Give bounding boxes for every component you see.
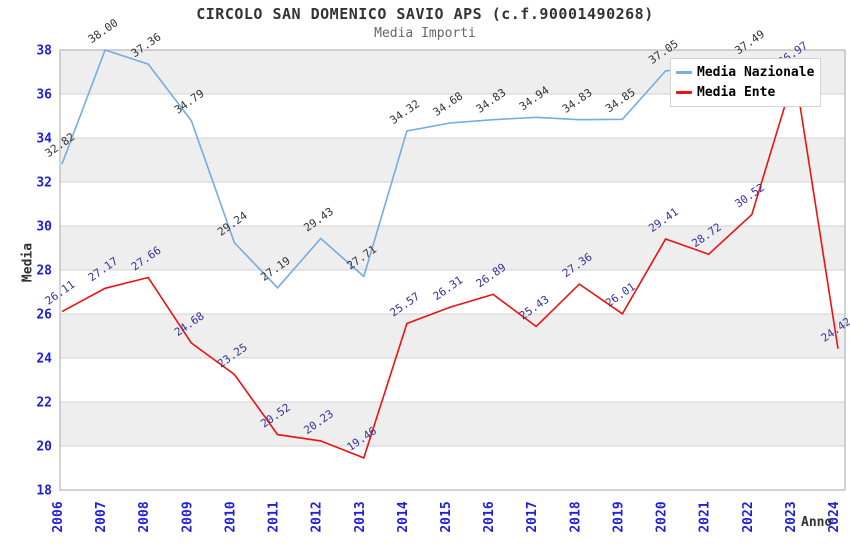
y-tick-label: 30 xyxy=(36,220,52,235)
y-tick-label: 34 xyxy=(36,132,52,147)
x-tick-label: 2011 xyxy=(267,501,282,532)
point-label: 26.31 xyxy=(431,273,466,303)
x-tick-label: 2009 xyxy=(180,501,195,532)
y-tick-label: 22 xyxy=(36,396,52,411)
x-tick-label: 2016 xyxy=(482,501,497,532)
x-tick-label: 2019 xyxy=(611,501,626,532)
x-axis-title: Anno xyxy=(801,515,833,530)
y-tick-label: 32 xyxy=(36,176,52,191)
plot-band xyxy=(60,402,845,446)
legend-label-ente: Media Ente xyxy=(697,85,776,100)
plot-frame xyxy=(59,49,846,491)
point-label: 34.32 xyxy=(388,97,423,127)
x-tick-label: 2014 xyxy=(396,501,411,532)
x-tick-label: 2024 xyxy=(827,501,842,532)
x-tick-label: 2018 xyxy=(568,501,583,532)
y-tick-label: 20 xyxy=(36,440,52,455)
legend-label-nazionale: Media Nazionale xyxy=(697,65,815,80)
legend: Media Nazionale Media Ente xyxy=(670,58,822,107)
y-tick-label: 24 xyxy=(36,352,52,367)
x-tick-label: 2017 xyxy=(525,501,540,532)
legend-line-swatch-ente xyxy=(676,91,692,94)
plot-band xyxy=(60,314,845,358)
x-tick-label: 2008 xyxy=(137,501,152,532)
y-tick-label: 36 xyxy=(36,88,52,103)
legend-item-media-nazionale: Media Nazionale xyxy=(676,65,814,80)
legend-line-swatch-nazionale xyxy=(676,71,692,74)
y-tick-label: 28 xyxy=(36,264,52,279)
y-tick-label: 26 xyxy=(36,308,52,323)
y-tick-label: 18 xyxy=(36,484,52,499)
x-tick-label: 2013 xyxy=(353,501,368,532)
x-tick-label: 2010 xyxy=(223,501,238,532)
chart-title: CIRCOLO SAN DOMENICO SAVIO APS (c.f.9000… xyxy=(196,5,654,23)
y-axis-title: Media xyxy=(20,242,36,283)
x-tick-label: 2022 xyxy=(741,501,756,532)
legend-item-media-ente: Media Ente xyxy=(676,85,814,100)
chart-subtitle: Media Importi xyxy=(374,26,476,41)
x-tick-label: 2021 xyxy=(698,501,713,532)
series-line-media-nazionale xyxy=(61,49,752,289)
x-tick-label: 2020 xyxy=(655,501,670,532)
point-label: 38.00 xyxy=(86,16,121,46)
x-tick-label: 2006 xyxy=(51,501,66,532)
point-label: 30.52 xyxy=(732,181,767,211)
x-tick-label: 2023 xyxy=(784,501,799,532)
y-tick-label: 38 xyxy=(36,44,52,59)
series-line-media-ente xyxy=(61,72,839,459)
x-tick-label: 2012 xyxy=(310,501,325,532)
x-tick-label: 2007 xyxy=(94,501,109,532)
plot-band xyxy=(60,226,845,270)
plot-band xyxy=(60,138,845,182)
x-tick-label: 2015 xyxy=(439,501,454,532)
